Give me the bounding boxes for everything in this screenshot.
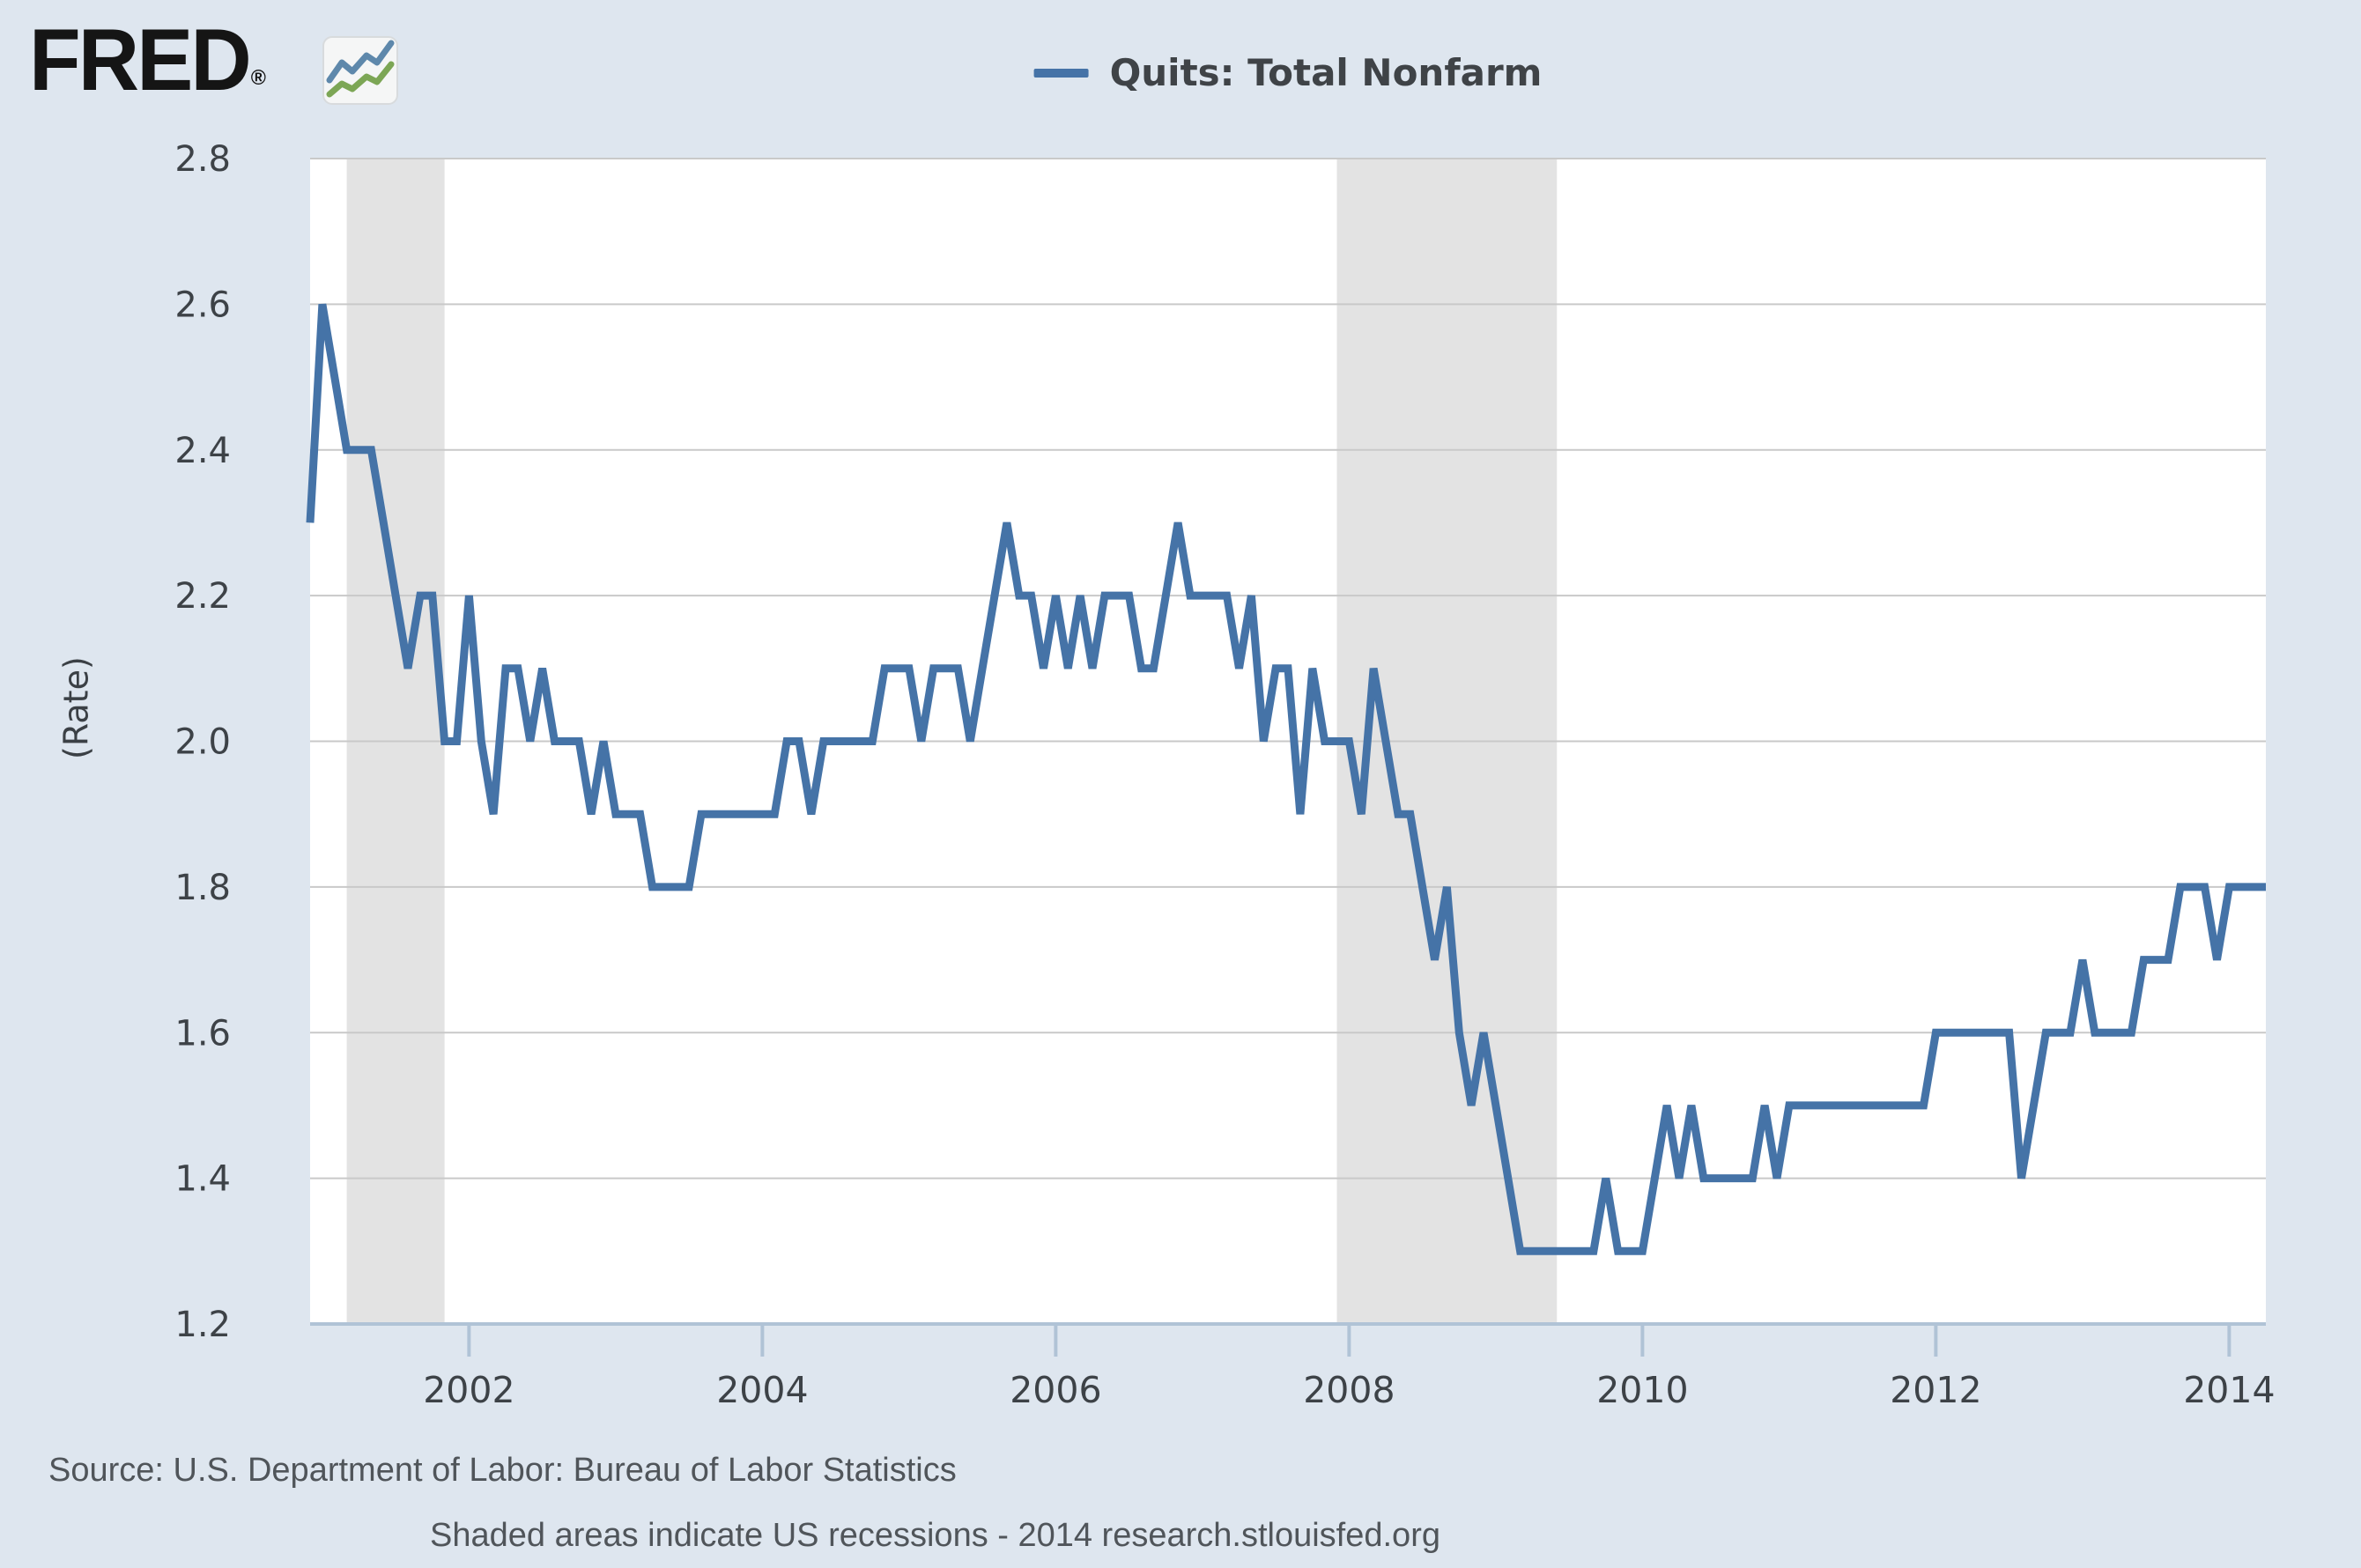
x-tick-label: 2012 bbox=[1890, 1369, 1981, 1411]
legend: Quits: Total Nonfarm bbox=[1033, 51, 1543, 94]
y-tick-label: 1.2 bbox=[174, 1305, 231, 1345]
x-tick-label: 2002 bbox=[423, 1369, 514, 1411]
x-tick-label: 2008 bbox=[1303, 1369, 1395, 1411]
y-tick-label: 1.8 bbox=[174, 868, 231, 908]
y-tick-label: 1.6 bbox=[174, 1013, 231, 1054]
y-tick-label: 1.4 bbox=[174, 1159, 231, 1200]
y-tick-label: 2.2 bbox=[174, 576, 231, 617]
fred-logo-text: FRED bbox=[29, 11, 252, 108]
y-tick-label: 2.0 bbox=[174, 722, 231, 763]
x-tick-label: 2014 bbox=[2183, 1369, 2275, 1411]
x-tick-label: 2006 bbox=[1010, 1369, 1101, 1411]
fred-logo: FRED® bbox=[29, 16, 266, 127]
registered-trademark-icon: ® bbox=[250, 66, 266, 90]
x-tick-label: 2004 bbox=[716, 1369, 808, 1411]
legend-line-swatch bbox=[1033, 68, 1089, 78]
recession-shading-note: Shaded areas indicate US recessions - 20… bbox=[430, 1517, 1440, 1554]
x-tick-label: 2010 bbox=[1596, 1369, 1688, 1411]
y-tick-label: 2.8 bbox=[174, 139, 231, 180]
source-attribution: Source: U.S. Department of Labor: Bureau… bbox=[48, 1452, 957, 1489]
series-line-quits-total-nonfarm bbox=[306, 303, 2266, 1255]
y-tick-label: 2.6 bbox=[174, 285, 231, 325]
fred-sparkline-icon bbox=[322, 36, 398, 105]
legend-label: Quits: Total Nonfarm bbox=[1109, 51, 1543, 94]
y-tick-label: 2.4 bbox=[174, 431, 231, 471]
